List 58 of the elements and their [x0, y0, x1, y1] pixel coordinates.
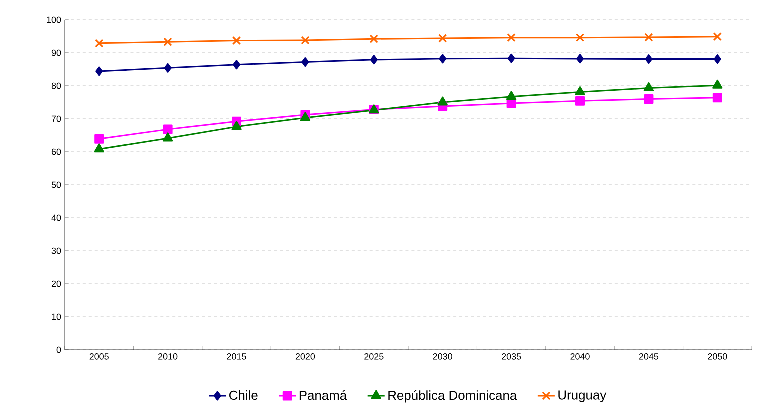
point	[94, 144, 104, 153]
point	[301, 36, 310, 45]
point	[370, 34, 378, 44]
point	[164, 63, 172, 73]
point	[644, 82, 654, 92]
point	[712, 80, 723, 89]
point	[576, 54, 584, 64]
point	[164, 38, 172, 46]
x-tick-label: 2025	[364, 354, 384, 360]
x-tick-label: 2010	[158, 354, 178, 360]
y-tick-label: 70	[52, 116, 62, 122]
y-tick-label: 20	[52, 280, 62, 288]
x-tick-label: 2030	[433, 354, 452, 360]
point	[644, 33, 654, 42]
y-tick-label: 90	[52, 50, 62, 56]
point	[644, 94, 654, 104]
point	[94, 134, 104, 144]
y-tick-label: 10	[52, 314, 62, 320]
point	[576, 96, 586, 106]
y-tick-label: 40	[52, 214, 62, 222]
y-tick-label: 30	[52, 248, 62, 254]
y-tick-label: 0	[56, 346, 62, 354]
x-tick-label: 2045	[639, 354, 659, 360]
legend-label: Panamá	[300, 390, 348, 400]
point	[508, 54, 516, 64]
x-tick-label: 2020	[296, 354, 316, 360]
legend-label: Chile	[230, 390, 258, 400]
point	[233, 60, 241, 70]
point	[507, 33, 516, 42]
point	[713, 32, 722, 42]
y-tick-label: 80	[52, 82, 62, 90]
point	[163, 124, 173, 134]
point	[370, 55, 378, 65]
point	[576, 33, 585, 42]
x-tick-label: 2035	[502, 354, 522, 360]
point	[438, 96, 448, 106]
point	[712, 93, 722, 103]
point	[714, 54, 722, 64]
point	[645, 54, 653, 64]
point	[575, 86, 586, 96]
point	[302, 57, 310, 67]
x-tick-label: 2005	[90, 354, 109, 360]
point	[439, 54, 447, 64]
point	[96, 66, 104, 76]
y-tick-label: 60	[52, 148, 62, 156]
point	[232, 36, 242, 46]
point	[162, 132, 174, 142]
x-tick-label: 2050	[708, 354, 728, 360]
x-tick-label: 2015	[227, 354, 246, 360]
point	[506, 91, 517, 100]
point	[95, 39, 104, 48]
legend-label: Uruguay	[558, 390, 607, 402]
y-tick-label: 50	[52, 182, 62, 188]
x-tick-label: 2040	[570, 354, 590, 360]
point	[438, 34, 448, 43]
y-tick-label: 100	[47, 16, 62, 24]
legend-label: República Dominicana	[388, 390, 518, 403]
point	[232, 121, 242, 130]
